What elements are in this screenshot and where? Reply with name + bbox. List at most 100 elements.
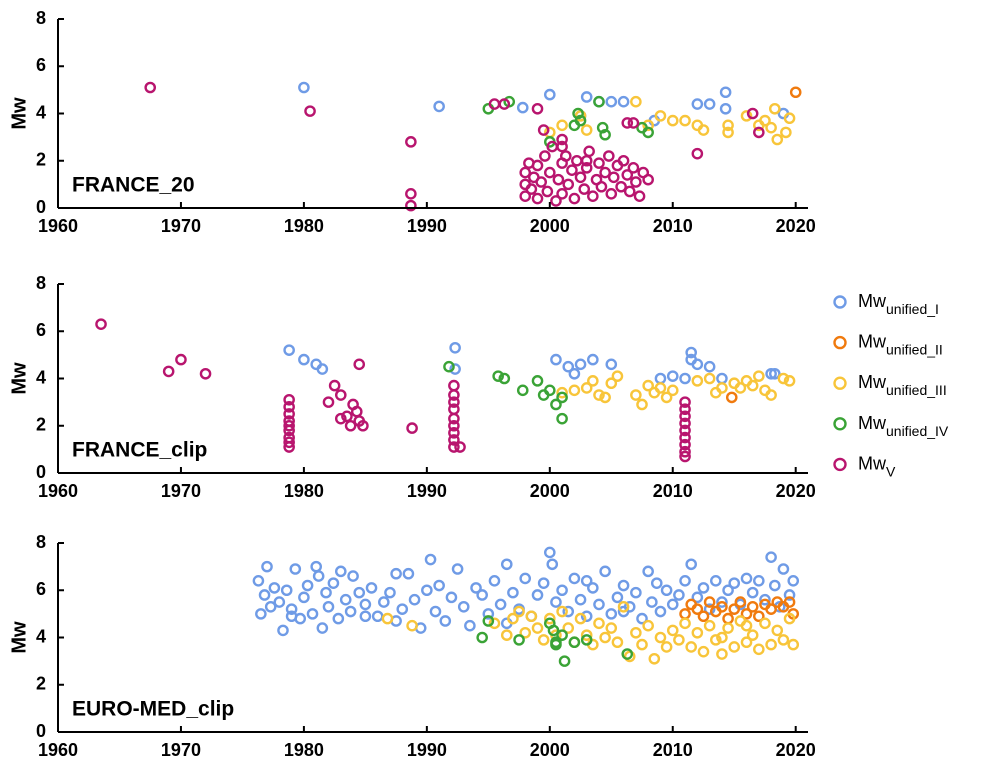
point: [759, 593, 771, 606]
x-tick-label: 2010: [653, 216, 693, 236]
point: [666, 370, 679, 382]
point: [320, 586, 332, 599]
point: [445, 591, 458, 604]
point: [457, 600, 470, 613]
point: [562, 622, 575, 634]
point: [660, 584, 673, 597]
point: [607, 171, 620, 184]
point: [691, 358, 704, 371]
x-tick-label: 1970: [161, 740, 201, 760]
point: [424, 553, 437, 566]
point: [759, 617, 771, 630]
point: [519, 166, 532, 179]
point: [783, 589, 796, 601]
point: [571, 154, 583, 167]
point: [433, 100, 445, 113]
point: [611, 636, 624, 649]
point: [353, 358, 366, 371]
point: [283, 424, 295, 437]
point: [679, 617, 691, 630]
legend-label: Mwunified_II: [858, 331, 943, 357]
point: [617, 600, 630, 613]
y-tick-label: 8: [36, 273, 46, 293]
point: [550, 596, 562, 608]
point: [537, 577, 550, 589]
point: [765, 121, 777, 134]
x-tick-label: 1960: [38, 740, 78, 760]
point: [617, 579, 630, 592]
point: [539, 150, 551, 162]
point: [691, 591, 704, 604]
point: [605, 377, 618, 390]
point: [617, 154, 630, 167]
point: [578, 183, 591, 195]
point: [310, 560, 322, 573]
point: [470, 582, 482, 594]
y-tick-label: 0: [36, 462, 46, 482]
point: [537, 634, 550, 646]
point: [740, 636, 753, 649]
point: [746, 107, 759, 120]
point: [283, 344, 295, 356]
legend-marker: [833, 295, 847, 309]
point: [500, 558, 513, 571]
point: [734, 596, 747, 608]
point: [328, 379, 341, 392]
point: [673, 589, 685, 601]
point: [580, 610, 593, 623]
point: [703, 603, 716, 615]
point: [617, 95, 630, 108]
point: [144, 81, 157, 94]
point: [516, 101, 529, 114]
legend-name: Mw: [858, 413, 887, 433]
point: [535, 176, 547, 188]
point: [765, 367, 777, 380]
point: [783, 112, 796, 125]
point: [593, 157, 605, 169]
point: [595, 180, 608, 193]
point: [746, 600, 759, 613]
point: [660, 391, 673, 404]
point: [611, 591, 624, 604]
legend-label: Mwunified_III: [858, 372, 947, 398]
point: [759, 114, 771, 127]
point: [666, 624, 679, 637]
point: [666, 114, 679, 127]
point: [627, 162, 640, 174]
point: [439, 615, 452, 627]
x-tick-label: 2020: [776, 481, 816, 501]
point: [697, 582, 710, 594]
point: [654, 382, 667, 394]
point: [556, 629, 568, 641]
point: [574, 114, 587, 127]
point: [448, 379, 460, 392]
point: [322, 396, 335, 408]
point: [448, 441, 460, 453]
point: [648, 652, 661, 665]
x-tick-label: 2000: [530, 216, 570, 236]
point: [544, 88, 556, 101]
point: [283, 401, 295, 413]
legend-name: Mw: [858, 331, 887, 351]
point: [746, 379, 759, 392]
point: [771, 624, 784, 637]
point: [630, 586, 642, 599]
point: [679, 438, 691, 451]
point: [580, 575, 593, 587]
legend-subscript: V: [886, 463, 896, 479]
point: [546, 558, 559, 571]
point: [769, 102, 781, 115]
point: [666, 598, 679, 611]
point: [525, 610, 538, 623]
point: [679, 396, 691, 408]
point: [599, 631, 611, 644]
point: [654, 631, 667, 644]
y-axis-label: Mw: [8, 621, 30, 654]
point: [679, 114, 691, 127]
point: [285, 610, 298, 623]
point: [531, 192, 544, 205]
point: [691, 626, 704, 639]
point: [390, 567, 402, 580]
point: [498, 98, 511, 110]
point: [722, 612, 734, 625]
